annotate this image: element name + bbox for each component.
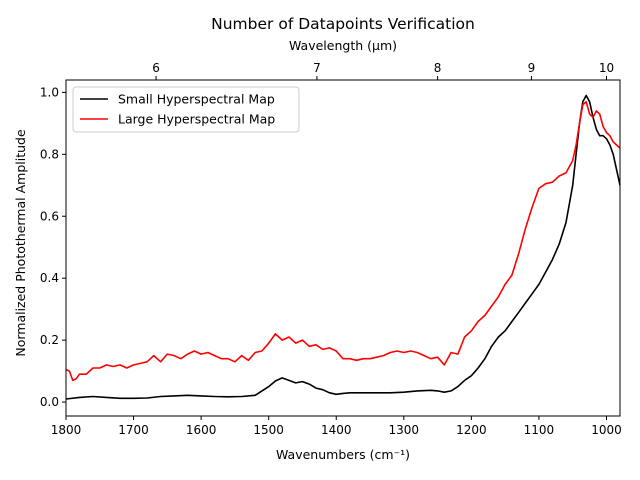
y-axis-label: Normalized Photothermal Amplitude <box>13 129 28 357</box>
x-tick-label: 1700 <box>118 423 149 437</box>
axis-ticks: 1800 1700 1600 1500 1400 1300 1200 1100 1000 0.0 0… <box>40 61 622 437</box>
series-line-large <box>65 100 621 382</box>
plot-frame <box>65 79 621 417</box>
y-tick-label: 1.0 <box>40 85 59 99</box>
y-tick-label: 0.6 <box>40 209 59 223</box>
x-tick-label: 1000 <box>591 423 622 437</box>
x-tick-label: 1600 <box>186 423 217 437</box>
y-tick-label: 0.2 <box>40 333 59 347</box>
legend-label-small: Small Hyperspectral Map <box>118 92 275 107</box>
top-tick-label: 10 <box>599 61 614 75</box>
series-lines <box>65 94 621 400</box>
series-line-small <box>65 94 621 400</box>
plot-area: 1800 1700 1600 1500 1400 1300 1200 1100 1000 0.0 0… <box>40 61 622 437</box>
x-tick-label: 1100 <box>524 423 555 437</box>
x-tick-label: 1400 <box>321 423 352 437</box>
y-tick-label: 0.8 <box>40 147 59 161</box>
top-tick-label: 7 <box>313 61 321 75</box>
top-tick-label: 9 <box>528 61 536 75</box>
top-tick-label: 6 <box>152 61 160 75</box>
chart-title: Number of Datapoints Verification <box>211 15 475 33</box>
y-tick-label: 0.0 <box>40 395 59 409</box>
x-tick-label: 1500 <box>253 423 284 437</box>
x-tick-label: 1800 <box>51 423 82 437</box>
y-tick-label: 0.4 <box>40 271 59 285</box>
top-tick-label: 8 <box>434 61 442 75</box>
legend-label-large: Large Hyperspectral Map <box>118 112 275 127</box>
legend: Small Hyperspectral Map Large Hyperspect… <box>72 86 300 133</box>
legend-box <box>72 86 300 133</box>
x-axis-label: Wavenumbers (cm⁻¹) <box>276 447 410 462</box>
x-tick-label: 1200 <box>456 423 487 437</box>
x-tick-label: 1300 <box>389 423 420 437</box>
top-axis-label: Wavelength (µm) <box>289 38 397 53</box>
